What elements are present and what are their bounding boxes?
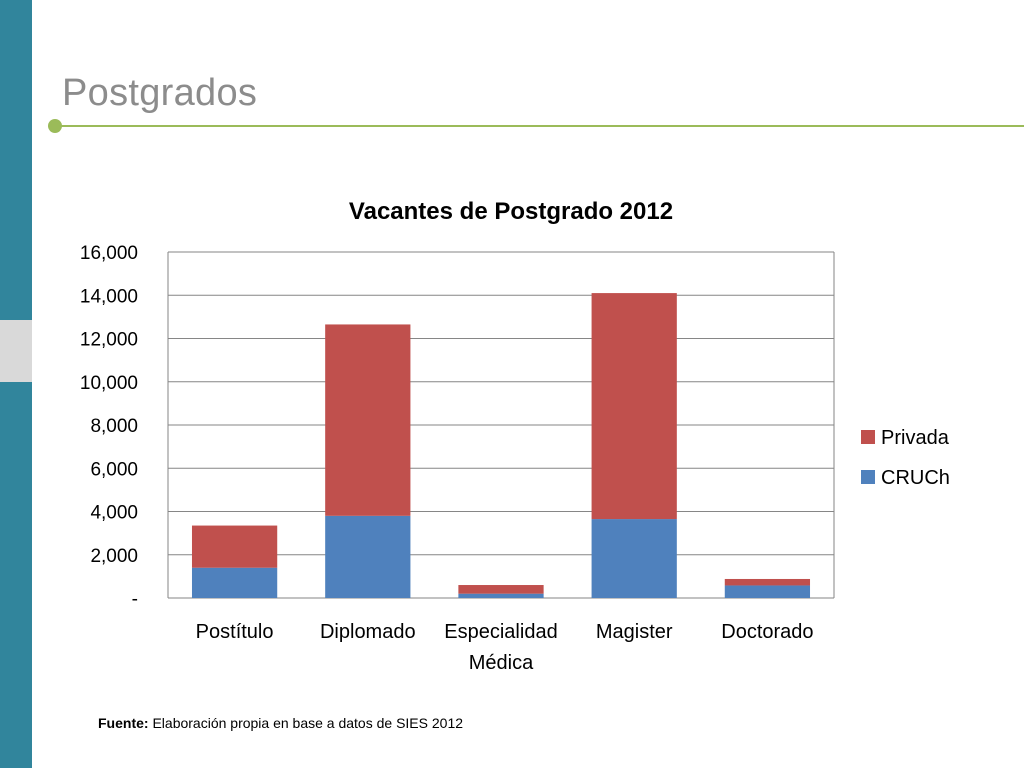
legend-swatch-privada <box>861 430 875 444</box>
sidebar-tab <box>0 320 32 382</box>
title-bullet-dot <box>48 119 62 133</box>
x-tick-label: Diplomado <box>320 621 416 643</box>
y-tick-label: 2,000 <box>90 546 138 567</box>
chart-title: Vacantes de Postgrado 2012 <box>349 198 673 225</box>
bar-cruch <box>191 567 278 598</box>
bar-privada <box>591 293 677 520</box>
legend-label-cruch: CRUCh <box>881 467 950 489</box>
legend-swatch-cruch <box>861 470 875 484</box>
source-label: Fuente: <box>98 715 149 731</box>
x-tick-label: Especialidad <box>444 621 557 643</box>
y-tick-label: 16,000 <box>80 243 138 264</box>
x-tick-label: Doctorado <box>721 621 813 643</box>
bar-cruch <box>458 593 544 598</box>
sidebar-stripe <box>0 0 32 768</box>
title-underline <box>56 125 1024 127</box>
source-note: Fuente: Elaboración propia en base a dat… <box>98 715 463 731</box>
y-tick-label: - <box>132 589 138 610</box>
slide-title: Postgrados <box>62 72 258 114</box>
bar-cruch <box>325 515 411 598</box>
x-tick-label: Médica <box>469 652 534 674</box>
x-tick-label: Postítulo <box>196 621 274 643</box>
bar-privada <box>724 578 811 586</box>
bar-privada <box>325 324 411 516</box>
y-tick-label: 10,000 <box>80 373 138 394</box>
x-tick-label: Magister <box>596 621 673 643</box>
bar-cruch <box>591 519 677 598</box>
y-tick-label: 12,000 <box>80 330 138 351</box>
bar-cruch <box>724 585 811 598</box>
source-text: Elaboración propia en base a datos de SI… <box>152 715 464 731</box>
y-tick-label: 14,000 <box>80 286 138 307</box>
y-tick-label: 4,000 <box>90 503 138 524</box>
bar-privada <box>191 525 278 568</box>
y-tick-label: 6,000 <box>90 459 138 480</box>
bar-privada <box>458 585 544 594</box>
legend-label-privada: Privada <box>881 427 950 449</box>
y-tick-label: 8,000 <box>90 416 138 437</box>
